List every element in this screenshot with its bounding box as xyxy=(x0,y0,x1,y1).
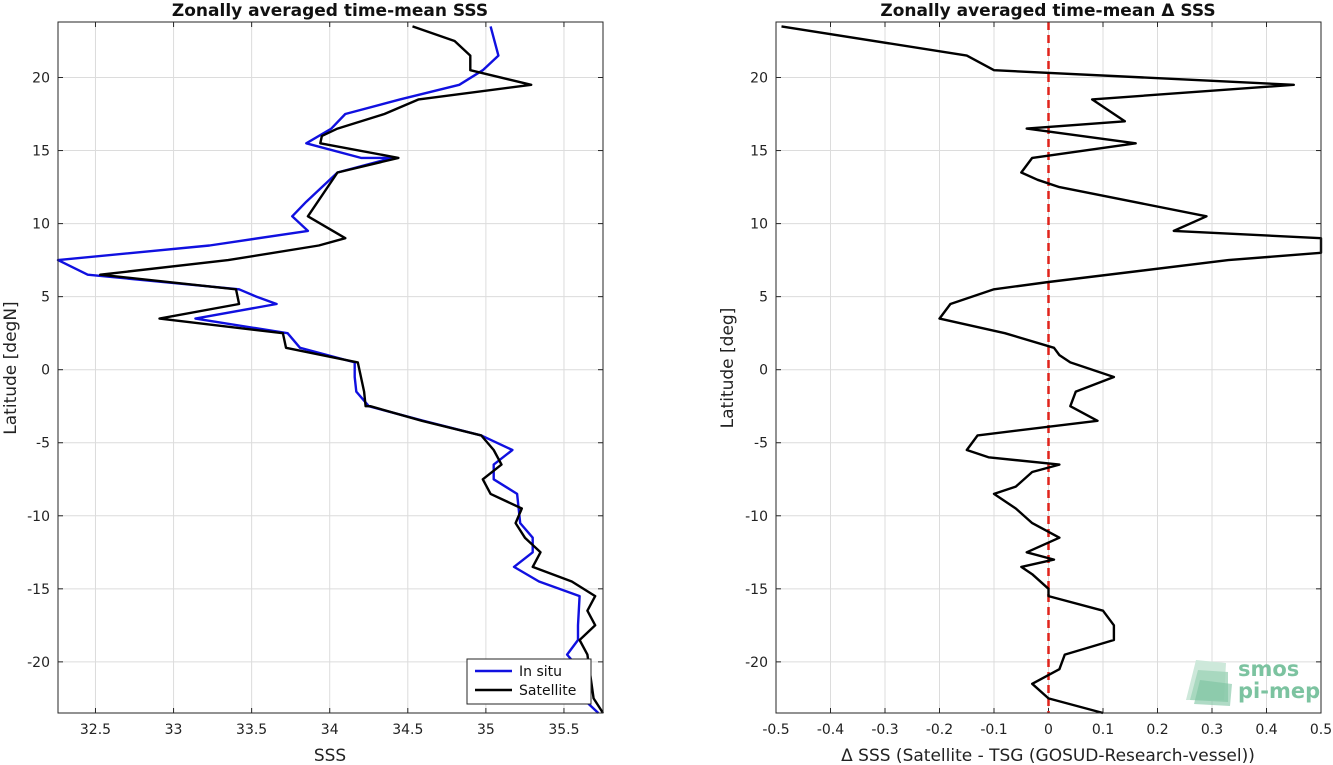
series-line-satellite xyxy=(98,25,605,714)
series-group xyxy=(56,25,605,714)
grid xyxy=(58,22,603,713)
x-tick-label: 0.3 xyxy=(1201,722,1223,738)
y-tick-label: 10 xyxy=(32,217,50,233)
y-tick-label: -10 xyxy=(745,509,768,525)
x-tick-label: 0.5 xyxy=(1310,722,1332,738)
x-tick-label: 0.2 xyxy=(1146,722,1168,738)
logo-text-smos: smos xyxy=(1238,657,1299,681)
legend-label-satellite: Satellite xyxy=(519,683,576,699)
x-tick-label: 0.4 xyxy=(1255,722,1277,738)
y-tick-label: 5 xyxy=(759,290,768,306)
y-tick-label: -20 xyxy=(745,655,768,671)
y-tick-label: 5 xyxy=(41,290,50,306)
x-tick-label: 0 xyxy=(1044,722,1053,738)
x-tick-label: -0.4 xyxy=(817,722,844,738)
ticks: 32.5 33 33.5 34 34.5 35 35.5 -20 -15 -10 -5 0 5 10 15 2… xyxy=(27,22,603,738)
y-axis-label: Latitude [degN] xyxy=(1,301,21,434)
plot-frame xyxy=(775,21,1322,714)
x-tick-label: 32.5 xyxy=(80,722,111,738)
x-tick-label: 34 xyxy=(321,722,339,738)
y-tick-label: -20 xyxy=(27,655,50,671)
series-line-in-situ xyxy=(56,26,600,714)
y-tick-label: 15 xyxy=(750,144,768,160)
x-tick-label: 35.5 xyxy=(548,722,579,738)
x-tick-label: 33.5 xyxy=(236,722,267,738)
y-tick-label: 0 xyxy=(41,363,50,379)
x-tick-label: 34.5 xyxy=(392,722,423,738)
legend-label-in-situ: In situ xyxy=(519,664,562,680)
y-tick-label: -5 xyxy=(754,436,768,452)
y-axis-label: Latitude [deg] xyxy=(718,308,738,429)
y-tick-label: 0 xyxy=(759,363,768,379)
delta-sss-chart: Zonally averaged time-mean Δ SSS -0.5 -0.… xyxy=(718,1,1332,765)
x-axis-label: SSS xyxy=(314,746,346,765)
y-tick-label: 20 xyxy=(32,71,50,87)
chart-title: Zonally averaged time-mean Δ SSS xyxy=(880,1,1215,21)
plot-frame xyxy=(57,21,604,714)
series-line-delta-sss xyxy=(781,25,1323,715)
x-tick-label: 35 xyxy=(477,722,495,738)
x-tick-label: 0.1 xyxy=(1092,722,1114,738)
x-tick-label: -0.3 xyxy=(871,722,898,738)
y-tick-label: -10 xyxy=(27,509,50,525)
smos-pi-mep-logo: smos pi-mep xyxy=(1186,657,1320,706)
legend-box xyxy=(466,658,592,705)
y-tick-label: 10 xyxy=(750,217,768,233)
x-tick-label: -0.2 xyxy=(926,722,953,738)
legend: In situ Satellite xyxy=(466,658,592,705)
x-tick-label: -0.5 xyxy=(762,722,789,738)
y-tick-label: -5 xyxy=(36,436,50,452)
logo-mark-icon xyxy=(1186,660,1232,706)
y-tick-label: 15 xyxy=(32,144,50,160)
y-tick-label: -15 xyxy=(27,582,50,598)
ticks: -0.5 -0.4 -0.3 -0.2 -0.1 0 0.1 0.2 0.3 0.4 0.5 -20 -… xyxy=(745,22,1332,738)
logo-text-pi-mep: pi-mep xyxy=(1238,679,1320,703)
series-group xyxy=(781,25,1323,715)
sss-chart: Zonally averaged time-mean SSS 32.5 33 33.… xyxy=(1,1,605,765)
chart-title: Zonally averaged time-mean SSS xyxy=(172,1,488,21)
x-axis-label: Δ SSS (Satellite - TSG (GOSUD-Research-v… xyxy=(841,746,1255,765)
grid xyxy=(775,22,1322,713)
y-tick-label: -15 xyxy=(745,582,768,598)
x-tick-label: -0.1 xyxy=(980,722,1007,738)
x-tick-label: 33 xyxy=(165,722,183,738)
y-tick-label: 20 xyxy=(750,71,768,87)
